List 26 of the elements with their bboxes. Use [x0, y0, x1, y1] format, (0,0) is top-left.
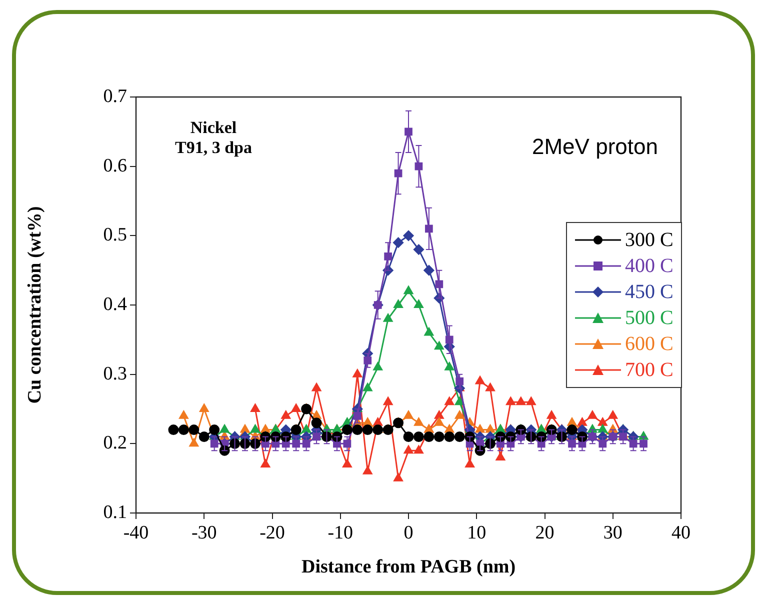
- x-tick-label: 30: [603, 522, 622, 544]
- legend-label: 700 C: [625, 358, 674, 382]
- y-tick-label: 0.2: [103, 432, 127, 454]
- legend-label: 500 C: [625, 306, 674, 330]
- y-tick-label: 0.7: [103, 86, 127, 107]
- x-tick-label: 20: [535, 522, 554, 544]
- x-tick-label: -20: [260, 522, 285, 544]
- x-tick-label: 10: [467, 522, 486, 544]
- legend-label: 300 C: [625, 228, 674, 252]
- legend-label: 450 C: [625, 280, 674, 304]
- y-tick-label: 0.6: [103, 155, 127, 176]
- y-tick-label: 0.4: [103, 294, 128, 315]
- x-tick-label: 40: [672, 522, 690, 544]
- legend-label: 400 C: [625, 254, 674, 278]
- y-tick-label: 0.3: [103, 363, 127, 384]
- annotation: 2MeV proton: [532, 134, 658, 160]
- x-axis-title: Distance from PAGB (nm): [301, 556, 516, 578]
- x-tick-label: 0: [404, 522, 414, 544]
- x-tick-label: -40: [123, 522, 149, 544]
- y-axis-title: Cu concentration (wt%): [24, 206, 46, 404]
- annotation: Nickel T91, 3 dpa: [175, 118, 252, 158]
- x-tick-label: -10: [328, 522, 354, 544]
- y-tick-label: 0.5: [103, 224, 127, 246]
- y-tick-label: 0.1: [103, 502, 127, 523]
- legend-label: 600 C: [625, 332, 674, 356]
- x-tick-label: -30: [191, 522, 217, 544]
